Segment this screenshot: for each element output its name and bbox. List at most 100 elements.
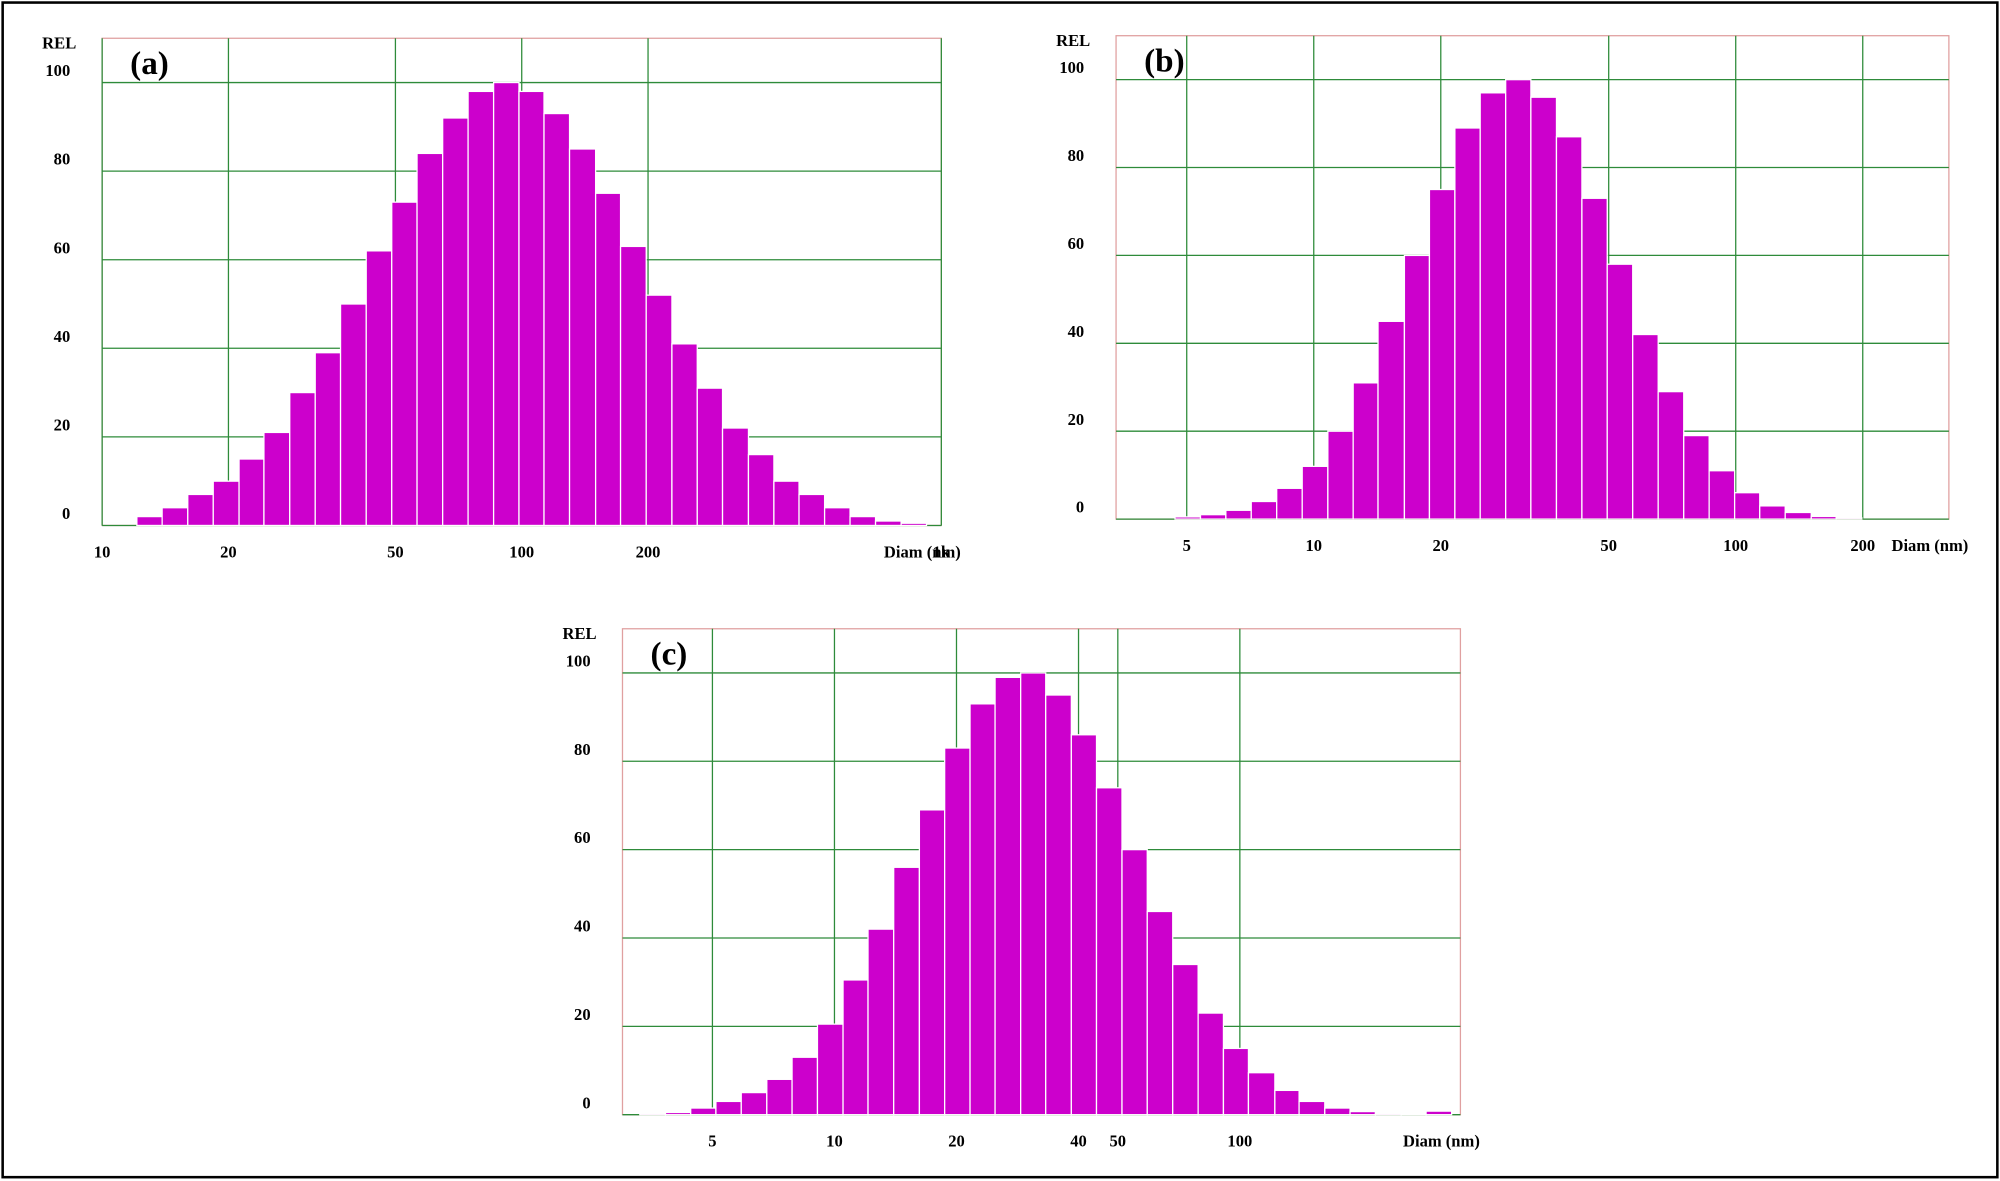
panel: 0 20 40 60 80 100 5 10 20 50 100 200 (b) REL Diam (nm): [1056, 31, 1968, 555]
y-axis-label: REL: [1056, 31, 1090, 50]
bar: [1428, 188, 1456, 520]
bar: [1276, 487, 1303, 520]
x-tick-label: 100: [1723, 536, 1748, 555]
y-tick-label: 20: [574, 1005, 591, 1024]
bar: [314, 352, 342, 527]
bar: [1247, 1072, 1276, 1116]
bar: [994, 676, 1022, 1116]
y-tick-label: 60: [54, 238, 71, 257]
bar: [1374, 1112, 1402, 1116]
y-tick-label: 60: [1068, 234, 1085, 253]
bar: [1327, 430, 1354, 520]
bar: [900, 522, 928, 527]
bar: [944, 747, 971, 1116]
x-tick-label: 200: [636, 542, 661, 561]
bar: [874, 520, 902, 527]
bar: [1555, 136, 1583, 520]
bar: [766, 1078, 793, 1116]
y-tick-label: 100: [1059, 58, 1084, 77]
bar: [1324, 1107, 1351, 1116]
bar: [867, 928, 895, 1116]
bar: [543, 112, 571, 527]
x-axis-label: Diam (nm): [884, 542, 961, 561]
y-tick-label: 80: [54, 150, 71, 169]
bar: [289, 391, 316, 527]
bar: [715, 1100, 742, 1116]
bar: [1400, 1113, 1427, 1116]
bar: [1172, 963, 1199, 1116]
bar: [391, 201, 418, 527]
y-tick-label: 60: [574, 828, 591, 847]
panel-title: (c): [651, 635, 688, 672]
bar: [1146, 910, 1174, 1116]
x-tick-label: 5: [708, 1132, 716, 1151]
y-tick-label: 40: [54, 327, 71, 346]
bar: [1479, 92, 1507, 520]
bar: [187, 493, 214, 527]
x-tick-label: 100: [1227, 1132, 1252, 1151]
y-tick-label: 0: [582, 1093, 590, 1112]
y-axis-label: REL: [42, 33, 76, 52]
bar: [823, 507, 851, 527]
bar: [1377, 320, 1406, 520]
bar: [1298, 1100, 1326, 1116]
x-tick-label: 10: [826, 1132, 843, 1151]
bar: [842, 979, 869, 1116]
x-tick-label: 40: [1070, 1132, 1087, 1151]
bar: [161, 507, 189, 527]
bar: [1835, 517, 1863, 520]
bar: [1657, 391, 1685, 520]
panel: 0 20 40 60 80 100 5 10 20 40 50 100 (c) REL Diam (nm): [563, 624, 1480, 1151]
y-axis-label: REL: [563, 624, 597, 643]
bar: [1225, 509, 1252, 520]
bar: [671, 343, 698, 527]
bar: [1606, 263, 1634, 520]
bar: [1199, 514, 1227, 520]
bar: [1121, 848, 1148, 1116]
bar: [798, 493, 826, 527]
y-tick-label: 40: [1068, 322, 1085, 341]
bar: [918, 809, 946, 1116]
bar: [1505, 79, 1532, 520]
bar: [1301, 465, 1329, 520]
x-tick-label: 5: [1183, 536, 1191, 555]
bar: [212, 480, 240, 527]
x-tick-label: 50: [1110, 1132, 1127, 1151]
bar: [696, 387, 724, 527]
bar: [365, 250, 393, 527]
x-axis-label: Diam (nm): [1891, 536, 1968, 555]
bar: [263, 431, 291, 527]
bar: [416, 152, 444, 527]
panel-title: (b): [1144, 42, 1185, 79]
bar: [1045, 694, 1072, 1116]
bar: [893, 866, 921, 1116]
bar: [136, 515, 163, 527]
bar: [773, 480, 800, 527]
bar: [1759, 505, 1786, 520]
bar: [1095, 787, 1123, 1116]
bar: [518, 90, 545, 527]
bar: [1425, 1110, 1453, 1116]
x-axis-label: Diam (nm): [1403, 1132, 1480, 1151]
bar: [619, 245, 647, 527]
bar: [664, 1111, 692, 1116]
bar: [1349, 1110, 1377, 1116]
y-tick-label: 80: [574, 740, 591, 759]
bar: [1250, 500, 1278, 520]
x-tick-label: 10: [94, 542, 111, 561]
bar: [594, 192, 622, 527]
bar: [442, 117, 469, 527]
panel: 0 20 40 60 80 100 10 20 50 100 200 1k (a) REL Diam (nm…: [42, 33, 961, 561]
bar: [1174, 516, 1202, 520]
bar: [1070, 734, 1098, 1116]
bar: [1784, 511, 1812, 520]
x-tick-label: 20: [1433, 536, 1450, 555]
x-tick-label: 20: [220, 542, 237, 561]
bar: [238, 458, 265, 527]
y-tick-label: 100: [566, 652, 591, 671]
bar: [1352, 382, 1379, 520]
bar: [1403, 254, 1431, 520]
bar: [645, 294, 673, 527]
panel-title: (a): [130, 45, 169, 82]
